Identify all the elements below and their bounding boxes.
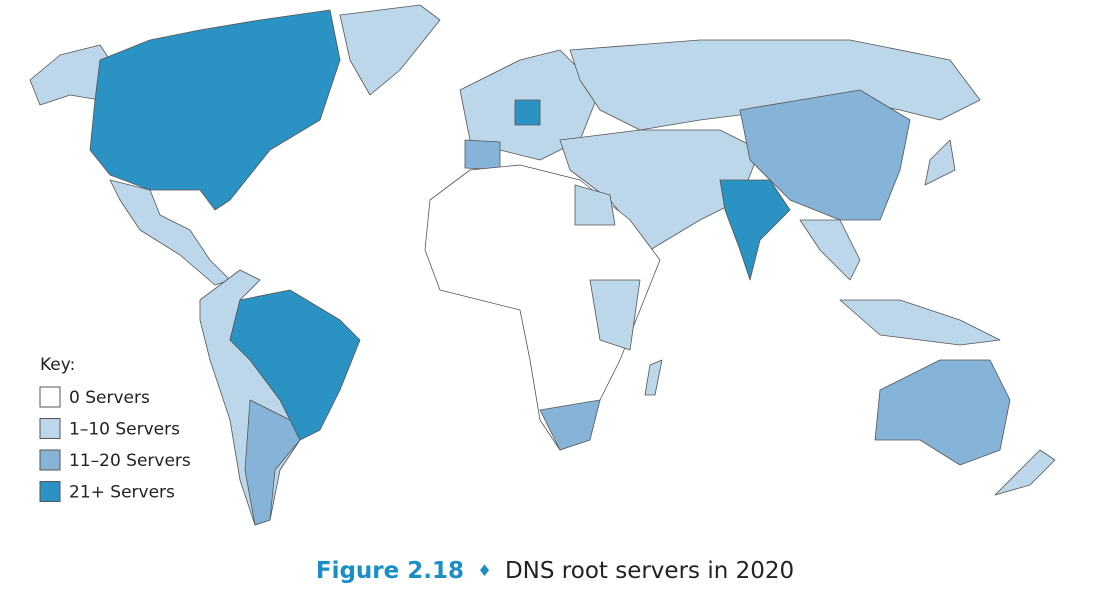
legend-swatch bbox=[39, 418, 61, 439]
country bbox=[559, 129, 761, 251]
country bbox=[719, 179, 791, 281]
country bbox=[644, 359, 663, 396]
country bbox=[229, 289, 361, 441]
world-map bbox=[29, 4, 1056, 526]
country bbox=[464, 139, 501, 171]
legend-label: 11–20 Servers bbox=[69, 451, 191, 471]
separator: ♦ bbox=[477, 561, 491, 580]
legend-swatch bbox=[39, 386, 61, 408]
country bbox=[514, 99, 541, 126]
legend-title: Key: bbox=[40, 355, 75, 375]
country bbox=[839, 299, 1001, 346]
legend-label: 0 Servers bbox=[69, 388, 150, 408]
caption-text: DNS root servers in 2020 bbox=[505, 558, 794, 584]
figure-label: Figure 2.18 bbox=[316, 558, 464, 584]
caption-line: Figure 2.18 ♦ DNS root servers in 2020 bbox=[316, 558, 794, 584]
country bbox=[574, 184, 616, 226]
legend: 0 Servers 1–10 Servers 11–20 Servers 21+ Se… bbox=[39, 386, 191, 503]
legend-swatch bbox=[39, 481, 61, 502]
country bbox=[994, 449, 1056, 496]
country bbox=[924, 139, 956, 186]
country bbox=[874, 359, 1011, 466]
caption: Figure 2.18 ♦ DNS root servers in 2020 bbox=[316, 558, 794, 584]
country bbox=[589, 279, 641, 351]
country bbox=[89, 9, 341, 211]
country bbox=[539, 399, 601, 451]
legend-swatch bbox=[39, 449, 61, 471]
country bbox=[799, 219, 861, 281]
legend-label: 21+ Servers bbox=[69, 483, 175, 503]
legend-label: 1–10 Servers bbox=[69, 420, 180, 440]
country bbox=[339, 4, 441, 96]
